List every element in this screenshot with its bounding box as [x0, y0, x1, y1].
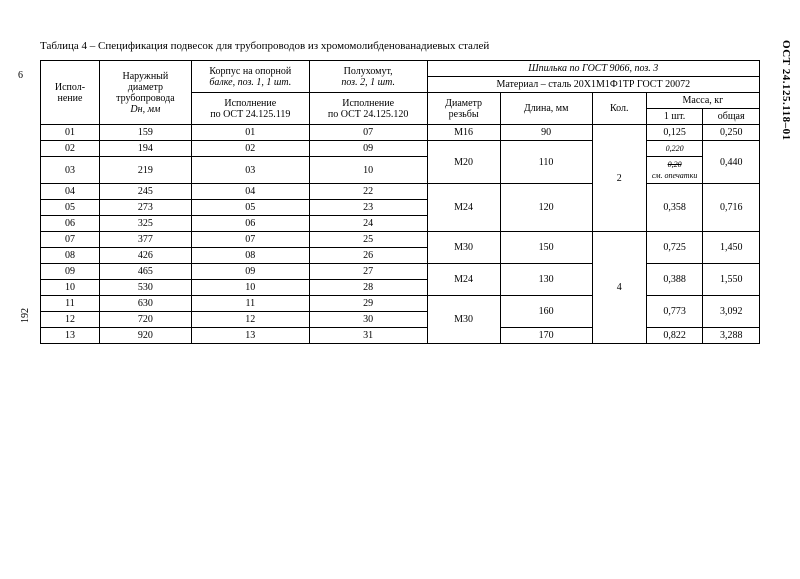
- col-header-diameter: Наружный диаметр трубопровода Dн, мм: [99, 61, 191, 125]
- col-header-mass-total: общая: [703, 109, 760, 125]
- table-row: 13 920 13 31 170 0,822 3,288: [41, 328, 760, 344]
- table-row: 02 194 02 09 М20 110 0,220 0,440: [41, 141, 760, 157]
- table-row: 11 630 11 29 М30 160 0,773 3,092: [41, 296, 760, 312]
- table-row: 07 377 07 25 М30 150 4 0,725 1,450: [41, 232, 760, 248]
- table-row: 04 245 04 22 М24 120 0,358 0,716: [41, 184, 760, 200]
- col-header-mass: Масса, кг: [646, 93, 759, 109]
- col-header-body: Корпус на опорной балке, поз. 1, 1 шт.: [191, 61, 309, 93]
- col-header-exec119: Исполнение по ОСТ 24.125.119: [191, 93, 309, 125]
- table-row: 01 159 01 07 М16 90 2 0,125 0,250: [41, 125, 760, 141]
- table-row: 03 219 03 10 0,20 см. опечатки: [41, 157, 760, 184]
- document-code: ОСТ 24.125.118–01: [780, 40, 792, 141]
- col-header-thread: Диаметр резьбы: [427, 93, 500, 125]
- col-header-halfclamp: Полухомут, поз. 2, 1 шт.: [309, 61, 427, 93]
- spec-table: Испол- нение Наружный диаметр трубопрово…: [40, 60, 760, 344]
- col-header-length: Длина, мм: [500, 93, 592, 125]
- handwritten-strike: 0,20: [668, 160, 682, 169]
- handwritten-note: см. опечатки: [652, 171, 697, 180]
- table-caption: Таблица 4 – Спецификация подвесок для тр…: [40, 40, 760, 52]
- page-number-side: 192: [20, 308, 31, 323]
- col-header-mass-1: 1 шт.: [646, 109, 703, 125]
- table-row: 09 465 09 27 М24 130 0,388 1,550: [41, 264, 760, 280]
- page-number-top: 6: [18, 70, 23, 81]
- col-header-exec120: Исполнение по ОСТ 24.125.120: [309, 93, 427, 125]
- col-header-qty: Кол.: [592, 93, 646, 125]
- col-header-stud: Шпилька по ГОСТ 9066, поз. 3: [427, 61, 759, 77]
- col-header-material: Материал – сталь 20Х1М1Ф1ТР ГОСТ 20072: [427, 77, 759, 93]
- col-header-exec: Испол- нение: [41, 61, 100, 125]
- handwritten-correction: 0,220: [666, 144, 684, 153]
